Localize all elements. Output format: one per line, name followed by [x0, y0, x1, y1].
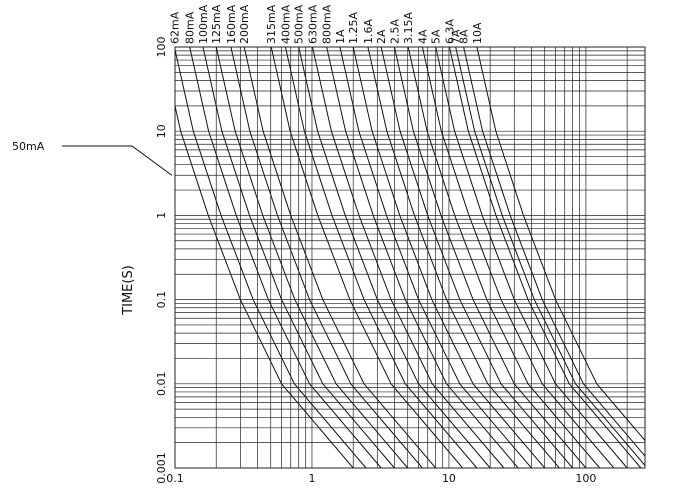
fuse-curve [352, 47, 546, 468]
curve-label: 8A [458, 29, 471, 44]
curve-label: 500mA [293, 4, 306, 44]
curve-label: 50mA [12, 140, 45, 153]
y-tick-label: 1 [155, 212, 168, 219]
y-tick-label: 0.1 [155, 291, 168, 309]
fuse-curve [476, 47, 645, 442]
curve-label: 3.15A [402, 12, 415, 44]
fuse-curve [230, 47, 423, 468]
curve-label: 1.25A [347, 12, 360, 44]
curve-label: 5A [430, 29, 443, 44]
fuse-curve [175, 103, 354, 468]
fuse-curve [463, 47, 645, 457]
fuse-curve [215, 47, 409, 468]
fuse-curve [202, 47, 395, 468]
curve-label: 800mA [321, 4, 334, 44]
curve-label: 125mA [210, 4, 223, 44]
curve-label: 630mA [306, 4, 319, 44]
fuse-curve [407, 47, 601, 468]
fuse-curve [435, 47, 628, 468]
fuse-curve [367, 47, 560, 468]
curve-label: 62mA [168, 11, 181, 44]
curve-label: 4A [416, 29, 429, 44]
fuse-curve [284, 47, 478, 468]
fuse-curve [243, 47, 437, 468]
y-tick-label: 100 [155, 37, 168, 58]
y-axis-label: TIME(S) [121, 265, 136, 316]
curve-label: 160mA [225, 4, 238, 44]
curve-label: 2.5A [388, 19, 401, 44]
fuse-curve [270, 47, 464, 468]
curve-label: 10A [471, 22, 484, 44]
curve-label: 7A [450, 29, 463, 44]
curve-label: 315mA [265, 4, 278, 44]
y-tick-label: 0.001 [155, 452, 168, 484]
fuse-curve [189, 47, 382, 468]
y-tick-label: 0.01 [155, 372, 168, 397]
curve-label: 80mA [184, 11, 197, 44]
curve-label: 100mA [197, 4, 210, 44]
curve-label: 400mA [279, 4, 292, 44]
x-tick-label: 1 [308, 472, 315, 485]
curve-label: 200mA [238, 4, 251, 44]
curves [175, 47, 645, 468]
curve-label: 1.6A [362, 19, 375, 44]
fuse-curve [339, 47, 532, 468]
fuse-curve [326, 47, 519, 468]
leader-line [62, 145, 173, 176]
curve-label: 2A [375, 29, 388, 44]
fuse-curve [455, 47, 645, 467]
fuse-curve [448, 47, 642, 468]
x-tick-label: 100 [575, 472, 596, 485]
x-tick-label: 0.1 [166, 472, 184, 485]
curve-label: 1A [334, 29, 347, 44]
x-tick-label: 10 [442, 472, 456, 485]
fuse-curve [380, 47, 574, 468]
curve-label: 6.3A [443, 19, 456, 44]
fuse-curve [175, 47, 367, 468]
fuse-curve [393, 47, 587, 468]
fuse-curve [311, 47, 505, 468]
fuse-curve [421, 47, 615, 468]
fuse-curve [298, 47, 491, 468]
y-tick-label: 10 [155, 124, 168, 138]
